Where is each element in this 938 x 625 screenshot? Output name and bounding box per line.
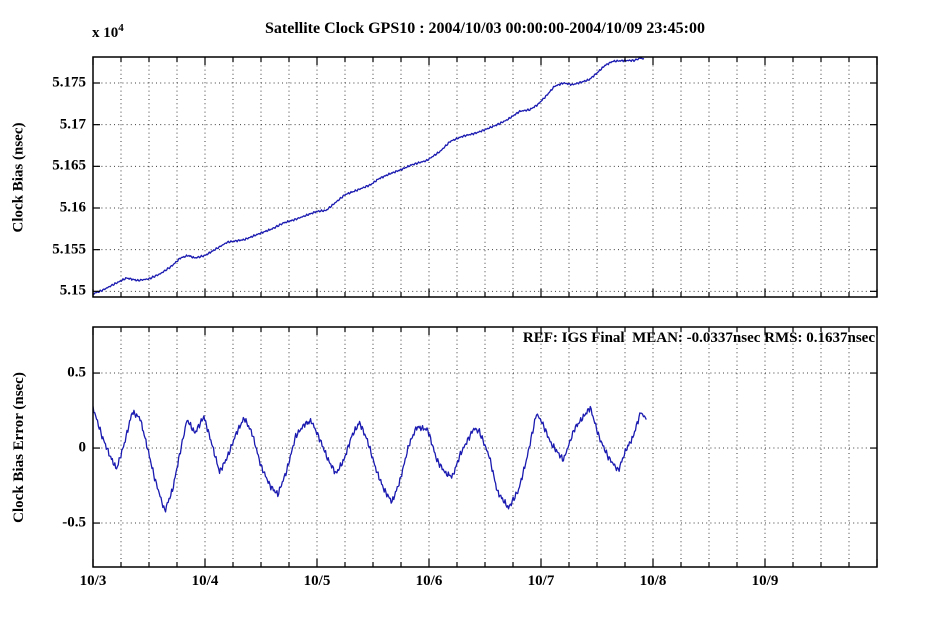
y-tick-label: 0 — [78, 439, 87, 456]
chart-title: Satellite Clock GPS10 : 2004/10/03 00:00… — [265, 20, 705, 37]
clock-bias-error-line — [93, 405, 647, 513]
x-tick-label: 10/5 — [303, 573, 331, 589]
y-axis-multiplier-exponent: 4 — [118, 22, 124, 34]
top-y-axis-label: Clock Bias (nsec) — [10, 122, 27, 232]
x-tick-label: 10/3 — [79, 573, 107, 589]
y-axis-multiplier: x 104 — [92, 22, 124, 42]
stats-annotation: REF: IGS Final MEAN: -0.0337nsec RMS: 0.… — [522, 330, 875, 346]
y-tick-label: 5.17 — [59, 116, 86, 133]
y-tick-label: 5.16 — [59, 199, 86, 216]
y-tick-label: 5.175 — [52, 74, 86, 91]
x-tick-label: 10/8 — [639, 573, 667, 589]
x-tick-label: 10/4 — [191, 573, 219, 589]
y-tick-label: 5.15 — [59, 282, 86, 299]
top-y-axis-label-wrap: Clock Bias (nsec) — [4, 57, 34, 297]
x-tick-label: 10/7 — [527, 573, 555, 589]
y-tick-label: 5.165 — [52, 157, 86, 174]
y-tick-label: 0.5 — [67, 364, 86, 381]
x-tick-label: 10/6 — [415, 573, 443, 589]
x-tick-label: 10/9 — [751, 573, 779, 589]
y-tick-label: 5.155 — [52, 241, 86, 258]
y-axis-multiplier-base: x 10 — [92, 25, 119, 41]
clock-bias-line — [93, 57, 645, 295]
y-tick-label: -0.5 — [62, 514, 86, 531]
